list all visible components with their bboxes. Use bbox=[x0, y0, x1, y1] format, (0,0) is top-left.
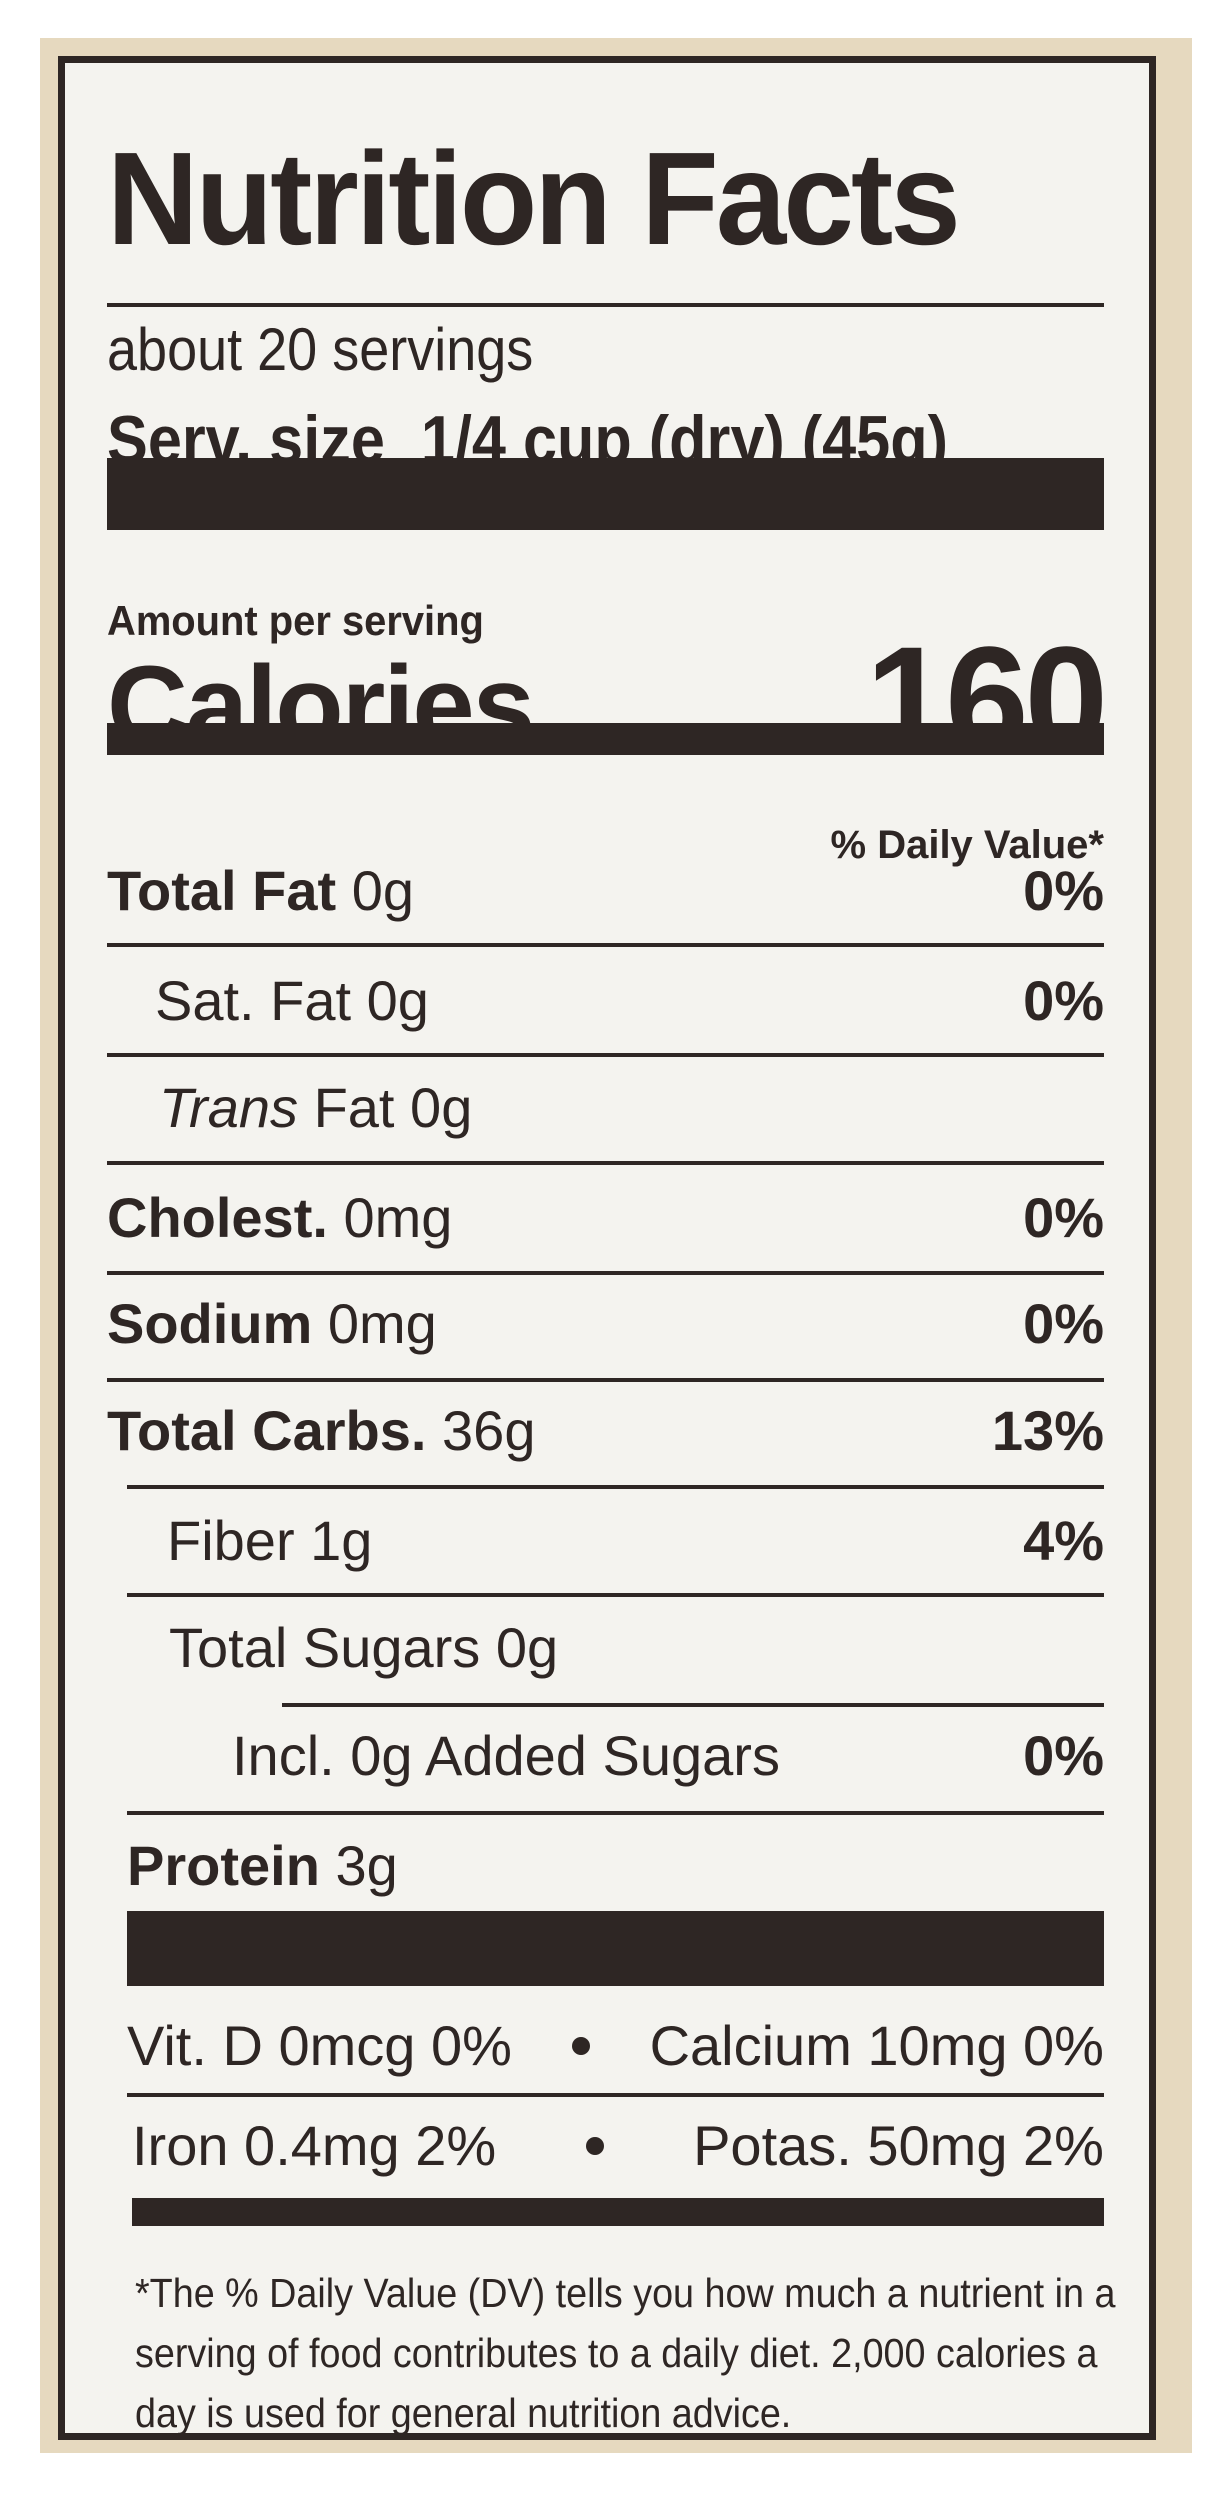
nutrient-amount: 0g bbox=[366, 969, 429, 1032]
vitamin-row: Iron 0.4mg 2% Potas. 50mg 2% bbox=[132, 2113, 1104, 2178]
divider bbox=[107, 1053, 1104, 1057]
bullet-icon bbox=[585, 2136, 604, 2155]
divider bbox=[107, 1161, 1104, 1165]
nutrient-row-cholesterol: Cholest. 0mg 0% bbox=[107, 1185, 1104, 1255]
nutrition-facts-label: Nutrition Facts about 20 servings Serv. … bbox=[58, 56, 1156, 2440]
medium-divider bbox=[107, 723, 1104, 755]
vitamin-row: Vit. D 0mcg 0% Calcium 10mg 0% bbox=[127, 2013, 1104, 2078]
nutrient-name: Sat. Fat bbox=[155, 969, 352, 1032]
nutrient-row-fiber: Fiber 1g 4% bbox=[107, 1508, 1104, 1578]
nutrient-amount: 36g bbox=[442, 1399, 536, 1462]
amount-per-serving: Amount per serving bbox=[107, 597, 484, 644]
nutrient-row-trans-fat: Trans Fat 0g bbox=[107, 1075, 1104, 1145]
nutrient-dv: 4% bbox=[1023, 1509, 1104, 1572]
divider bbox=[282, 1703, 1104, 1707]
thick-divider bbox=[127, 1911, 1104, 1986]
nutrient-name: Total Fat bbox=[107, 859, 337, 922]
potassium: Potas. 50mg 2% bbox=[693, 2114, 1104, 2177]
footnote: *The % Daily Value (DV) tells you how mu… bbox=[135, 2270, 1116, 2436]
bullet-icon bbox=[571, 2036, 590, 2055]
thick-divider bbox=[107, 458, 1104, 530]
nutrient-row-sat-fat: Sat. Fat 0g 0% bbox=[107, 968, 1104, 1038]
nutrient-name-suffix: Fat bbox=[313, 1076, 395, 1139]
nutrient-name: Incl. 0g Added Sugars bbox=[232, 1724, 780, 1787]
vitamin-d: Vit. D 0mcg 0% bbox=[127, 2014, 512, 2077]
nutrient-row-sodium: Sodium 0mg 0% bbox=[107, 1291, 1104, 1361]
nutrient-row-added-sugars: Incl. 0g Added Sugars 0% bbox=[107, 1723, 1104, 1793]
nutrient-name: Cholest. bbox=[107, 1186, 328, 1249]
divider bbox=[127, 1811, 1104, 1815]
calcium: Calcium 10mg 0% bbox=[649, 2014, 1104, 2077]
nutrient-dv: 0% bbox=[1023, 969, 1104, 1032]
nutrient-row-total-carbs: Total Carbs. 36g 13% bbox=[107, 1398, 1104, 1468]
nutrient-dv: 0% bbox=[1023, 859, 1104, 922]
divider bbox=[107, 943, 1104, 947]
nutrient-amount: 0mg bbox=[343, 1186, 453, 1249]
nutrient-name: Sodium bbox=[107, 1292, 313, 1355]
nutrient-amount: 0g bbox=[410, 1076, 473, 1139]
divider bbox=[127, 2093, 1104, 2097]
divider bbox=[127, 1593, 1104, 1597]
divider bbox=[107, 1271, 1104, 1275]
nutrient-amount: 1g bbox=[310, 1509, 373, 1572]
nutrient-amount: 0g bbox=[351, 859, 415, 922]
nutrient-name: Total Sugars bbox=[169, 1616, 481, 1679]
nutrient-row-protein: Protein 3g bbox=[107, 1833, 1104, 1903]
divider bbox=[127, 1485, 1104, 1489]
divider bbox=[107, 1378, 1104, 1382]
nutrient-dv: 13% bbox=[991, 1399, 1104, 1462]
servings-per-container: about 20 servings bbox=[107, 316, 534, 383]
nutrient-amount: 3g bbox=[335, 1834, 398, 1897]
nutrient-amount: 0g bbox=[495, 1616, 559, 1679]
nutrient-name: Fiber bbox=[167, 1509, 295, 1572]
label-title: Nutrition Facts bbox=[107, 125, 961, 272]
calories-value: 160 bbox=[865, 615, 1108, 783]
nutrient-name: Total Carbs. bbox=[107, 1399, 427, 1462]
nutrient-amount: 0mg bbox=[327, 1292, 437, 1355]
iron: Iron 0.4mg 2% bbox=[132, 2114, 497, 2177]
nutrient-row-total-fat: Total Fat 0g 0% bbox=[107, 858, 1104, 928]
nutrient-row-total-sugars: Total Sugars 0g bbox=[107, 1615, 1104, 1685]
daily-value-header: % Daily Value* bbox=[830, 823, 1104, 867]
nutrient-dv: 0% bbox=[1023, 1724, 1104, 1787]
divider bbox=[107, 303, 1104, 307]
nutrient-dv: 0% bbox=[1023, 1292, 1104, 1355]
nutrient-name: Trans bbox=[159, 1076, 298, 1139]
nutrient-name: Protein bbox=[127, 1834, 320, 1897]
nutrient-dv: 0% bbox=[1023, 1186, 1104, 1249]
medium-divider bbox=[132, 2198, 1104, 2226]
